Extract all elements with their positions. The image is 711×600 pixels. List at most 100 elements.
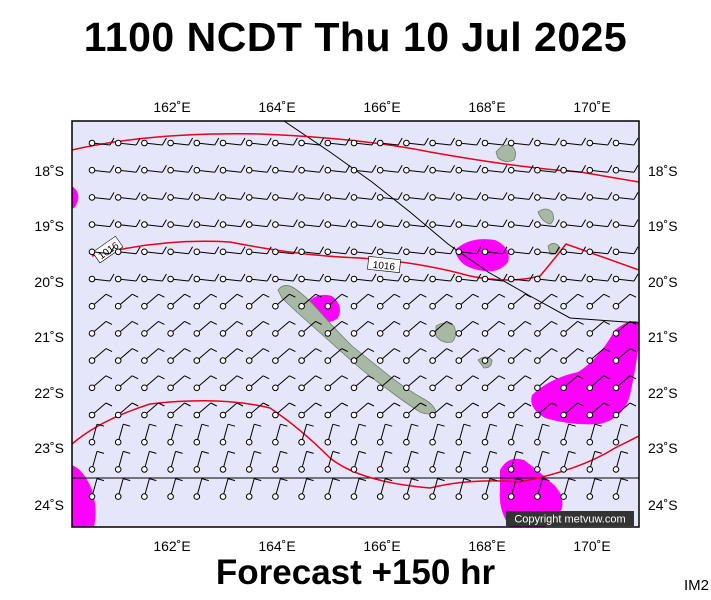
wind-station [376,438,384,446]
wind-station [586,384,594,392]
wind-barb-flag [292,246,298,255]
wind-station [167,139,174,147]
wind-barb-flag [629,320,637,325]
wind-barb-flag [393,375,401,380]
wind-barb-flag [397,164,403,173]
wind-station [114,411,122,419]
wind-barb-flag [502,246,508,255]
wind-station [560,275,567,283]
wind-station [534,139,541,147]
wind-barb-flag [184,348,191,353]
wind-station [455,194,463,201]
isobar [91,240,640,281]
wind-barb-flag [498,375,506,380]
wind-station [167,302,174,310]
wind-station [193,493,201,500]
wind-barb-flag [551,348,558,353]
wind-station [88,438,96,446]
lon-tick-label: 168˚E [468,538,505,554]
wind-station [219,275,227,283]
wind-station [560,166,567,174]
wind-barb-flag [236,402,244,407]
wind-barb-flag [135,246,141,255]
wind-barb-flag [524,348,532,353]
lat-tick-label: 21˚S [34,329,64,345]
lon-tick-label: 170˚E [573,538,610,554]
wind-barb-flag [393,320,401,325]
wind-barb-flag [262,402,270,407]
wind-station [507,384,515,392]
wind-station [141,248,148,256]
wind-station [219,166,227,174]
wind-barb-flag [201,478,209,482]
wind-station [612,166,620,174]
wind-barb-flag [123,423,131,427]
wind-station [455,139,463,147]
wind-barb-flag [411,478,419,482]
wind-station [272,275,279,283]
wind-barb-flag [371,273,377,282]
wind-station [298,438,305,446]
lat-tick-label: 19˚S [34,218,64,234]
wind-barb-flag [603,375,611,380]
wind-barb-flag [446,320,453,325]
wind-station [612,330,620,337]
wind-station [193,139,201,147]
wind-station [114,166,122,174]
wind-barb-flag [175,478,183,482]
wind-barb-flag [554,192,560,200]
wind-barb-flag [393,293,401,298]
copyright-badge: Copyright metvuw.com [506,511,634,526]
wind-station [245,466,253,473]
lat-tick-label: 19˚S [648,218,678,234]
wind-station [193,438,201,446]
wind-station [403,411,410,419]
wind-barb-flag [524,375,532,380]
wind-station [376,221,384,228]
wind-barb-flag [345,246,351,255]
wind-station [376,302,384,310]
wind-barb-flag [319,192,325,200]
wind-barb-flag [472,375,480,380]
wind-station [88,466,96,473]
wind-barb-flag [620,450,629,454]
wind-station [272,438,279,446]
wind-station [507,248,515,256]
lon-tick-label: 162˚E [153,538,190,554]
wind-station [193,248,201,256]
wind-station [560,438,567,446]
wind-barb-flag [109,137,115,146]
wind-barb-flag [371,246,377,255]
wind-station [455,493,463,500]
wind-station [219,221,227,228]
wind-barb-flag [280,450,288,454]
map-frame [71,120,640,528]
wind-barb-flag [420,348,427,353]
lat-ticks-left: 18˚S 19˚S 20˚S 21˚S 22˚S 23˚S 24˚S [34,163,64,513]
wind-station [507,330,515,337]
wind-barb-flag [568,478,576,482]
wind-station [507,466,515,473]
wind-barb-flag [319,273,325,282]
wind-station [141,411,148,419]
wind-barb-flag [607,273,613,282]
wind-station [586,275,594,283]
wind-station [455,411,463,419]
island [495,144,516,162]
wind-station [219,411,227,419]
wind-station [141,139,148,147]
wind-station [560,466,567,473]
wind-barb-flag [161,137,167,146]
wind-station [481,275,489,283]
wind-barb-flag [594,423,602,427]
wind-barb-flag [227,478,236,482]
wind-barb-flag [633,164,639,173]
wind-barb-flag [423,192,429,200]
wind-station [403,194,410,201]
wind-barb-flag [551,375,558,380]
wind-station [534,221,541,228]
isobar-label-box [367,256,401,273]
wind-barb-flag [607,137,613,146]
wind-station [350,194,358,201]
wind-barb-flag [476,219,482,227]
